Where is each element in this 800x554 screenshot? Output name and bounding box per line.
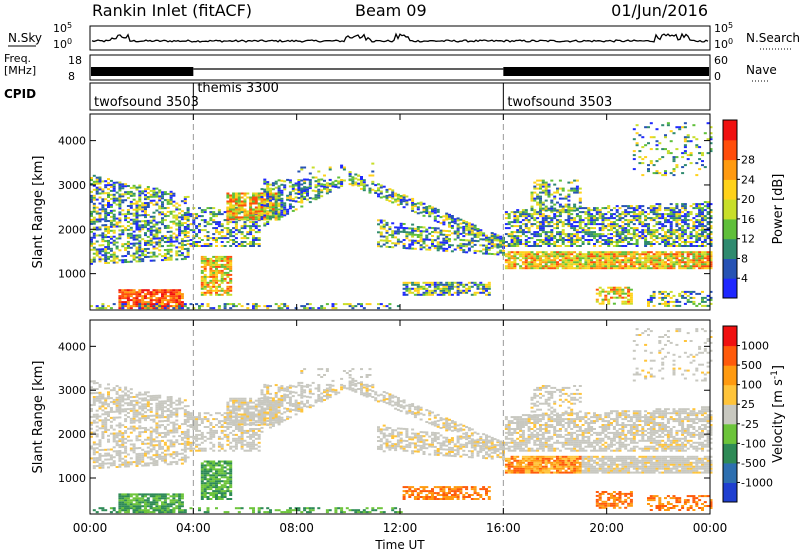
velocity-colorbar-tick-label: 500 <box>741 359 762 372</box>
velocity-colorbar-swatch <box>723 482 737 503</box>
velocity-colorbar-frame <box>722 325 738 503</box>
station-title: Rankin Inlet (fitACF) <box>92 1 252 20</box>
power-colorbar-tick-label: 28 <box>741 154 755 167</box>
power-colorbar-swatch <box>723 179 737 200</box>
time-tick-label: 16:00 <box>486 521 521 535</box>
nsky-tick-bottom: 100 <box>53 37 72 51</box>
nsky-panel-frame <box>89 25 711 51</box>
velocity-colorbar-swatch <box>723 326 737 347</box>
power-colorbar-tick-label: 20 <box>741 193 755 206</box>
power-colorbar-tick-label: 12 <box>741 233 755 246</box>
velocity-ytick-label: 3000 <box>58 384 86 397</box>
power-colorbar-swatch <box>723 258 737 279</box>
velocity-colorbar-label: Velocity [m s-1] <box>770 365 786 463</box>
power-colorbar-tick-label: 8 <box>741 252 748 265</box>
time-tick-label: 20:00 <box>589 521 624 535</box>
cpid-panel-frame <box>89 82 711 111</box>
nsky-tick-top: 105 <box>53 21 72 35</box>
power-colorbar-swatch <box>723 218 737 240</box>
time-tick-label: 08:00 <box>279 521 314 535</box>
nsearch-label: N.Search <box>746 31 800 45</box>
freq-band-twofsound-2 <box>503 67 709 76</box>
power-ytick-label: 1000 <box>58 268 86 281</box>
velocity-colorbar-tick-label: -1000 <box>741 476 773 489</box>
cpid-segment-0: twofsound 3503 <box>94 95 199 110</box>
power-colorbar-swatch <box>723 238 737 259</box>
velocity-panel: 1000 2000 3000 4000 Slant Range [km] 1000 500 1… <box>31 319 786 515</box>
nsky-label: N.Sky <box>8 31 42 45</box>
nave-label: Nave <box>746 63 777 77</box>
freq-band-twofsound-1 <box>91 67 194 76</box>
power-colorbar-frame <box>722 119 738 299</box>
time-tick-label: 00:00 <box>73 521 108 535</box>
power-colorbar-label: Power [dB] <box>771 174 786 245</box>
velocity-colorbar-tick-label: 25 <box>741 398 755 411</box>
nave-tick-top: 60 <box>714 54 728 67</box>
velocity-ytick-label: 4000 <box>58 340 86 353</box>
velocity-ytick-label: 2000 <box>58 428 86 441</box>
velocity-colorbar-swatch <box>723 423 737 444</box>
velocity-colorbar-swatch <box>723 404 737 425</box>
velocity-ytick-label: 1000 <box>58 472 86 485</box>
freq-tick-top: 18 <box>68 54 82 67</box>
nave-tick-bottom: 0 <box>714 70 721 83</box>
freq-label: Freq. <box>4 52 31 65</box>
velocity-ylabel: Slant Range [km] <box>31 361 46 474</box>
power-ytick-label: 3000 <box>58 179 86 192</box>
power-colorbar-swatch <box>723 159 737 180</box>
velocity-colorbar-swatch <box>723 365 737 386</box>
power-panel: 1000 2000 3000 4000 Slant Range [km] 4 8 12 16 20… <box>31 113 786 311</box>
cpid-segment-2: twofsound 3503 <box>507 95 612 110</box>
velocity-colorbar-swatch <box>723 462 737 483</box>
date-label: 01/Jun/2016 <box>611 1 708 20</box>
power-colorbar-swatch <box>723 120 737 141</box>
freq-tick-bottom: 8 <box>68 70 75 83</box>
power-colorbar-tick-label: 16 <box>741 213 755 226</box>
velocity-cells <box>90 328 713 514</box>
nsearch-tick-top: 105 <box>714 21 733 35</box>
velocity-colorbar-tick-label: 1000 <box>741 340 769 353</box>
power-ytick-label: 2000 <box>58 223 86 236</box>
time-axis-label: Time UT <box>374 538 425 552</box>
time-tick-label: 12:00 <box>383 521 418 535</box>
nsky-trace <box>91 32 709 43</box>
power-colorbar-swatch <box>723 139 737 161</box>
time-tick-label: 04:00 <box>176 521 211 535</box>
velocity-colorbar-swatch <box>723 443 737 464</box>
velocity-colorbar-tick-label: -500 <box>741 457 766 470</box>
velocity-colorbar-swatch <box>723 384 737 405</box>
cpid-label: CPID <box>4 87 36 101</box>
power-ytick-label: 4000 <box>58 135 86 148</box>
time-tick-label: 00:00 <box>693 521 728 535</box>
nsearch-tick-bottom: 100 <box>714 37 733 51</box>
velocity-colorbar-tick-label: 100 <box>741 379 762 392</box>
beam-label: Beam 09 <box>355 1 427 20</box>
power-colorbar-swatch <box>723 278 737 299</box>
power-cells <box>90 122 713 310</box>
power-ylabel: Slant Range [km] <box>31 156 46 269</box>
velocity-colorbar-swatch <box>723 345 737 366</box>
freq-panel-frame <box>89 54 711 81</box>
velocity-colorbar-tick-label: -100 <box>741 437 766 450</box>
cpid-segment-1: themis 3300 <box>197 81 279 96</box>
velocity-colorbar-tick-label: -25 <box>741 418 759 431</box>
power-colorbar-swatch <box>723 199 737 220</box>
power-colorbar-tick-label: 24 <box>741 173 755 186</box>
freq-unit-label: [MHz] <box>4 64 36 77</box>
power-colorbar-tick-label: 4 <box>741 272 748 285</box>
